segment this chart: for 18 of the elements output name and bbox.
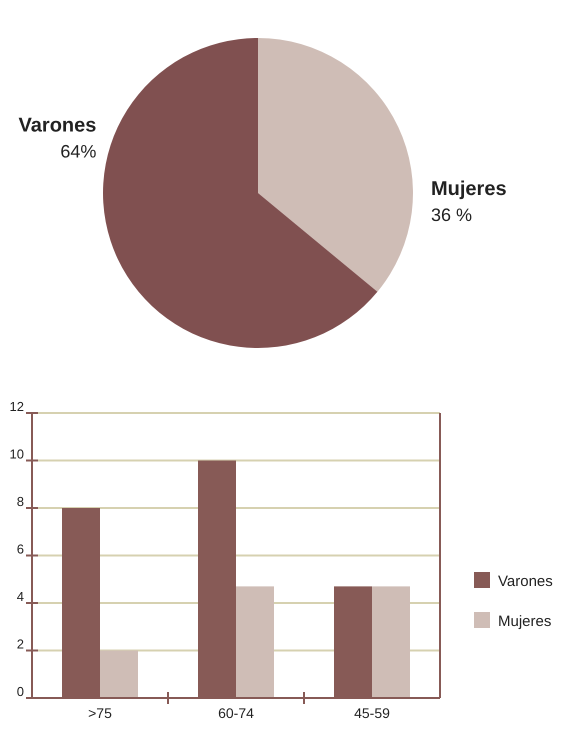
y-tick-label: 8 (16, 494, 24, 509)
pie-slice (103, 38, 378, 348)
y-tick-label: 0 (16, 684, 24, 699)
y-tick-label: 12 (10, 399, 24, 414)
slice-label: Varones (18, 114, 96, 136)
slice-label: Mujeres (430, 178, 507, 200)
y-tick-label: 4 (16, 589, 24, 604)
data-label: 36 % (430, 205, 472, 226)
y-tick-label: 10 (10, 446, 24, 462)
legend-label: Mujeres (498, 613, 552, 630)
y-tick-label: 6 (16, 542, 24, 556)
x-tick-label: >75 (88, 705, 112, 721)
x-tick-label: 60-74 (218, 705, 254, 721)
pie-slice (258, 38, 413, 292)
x-tick-label: 45-59 (354, 705, 390, 721)
data-label: 64% (60, 141, 96, 162)
legend-label: Varones (498, 573, 553, 590)
y-tick-label: 2 (16, 636, 24, 652)
